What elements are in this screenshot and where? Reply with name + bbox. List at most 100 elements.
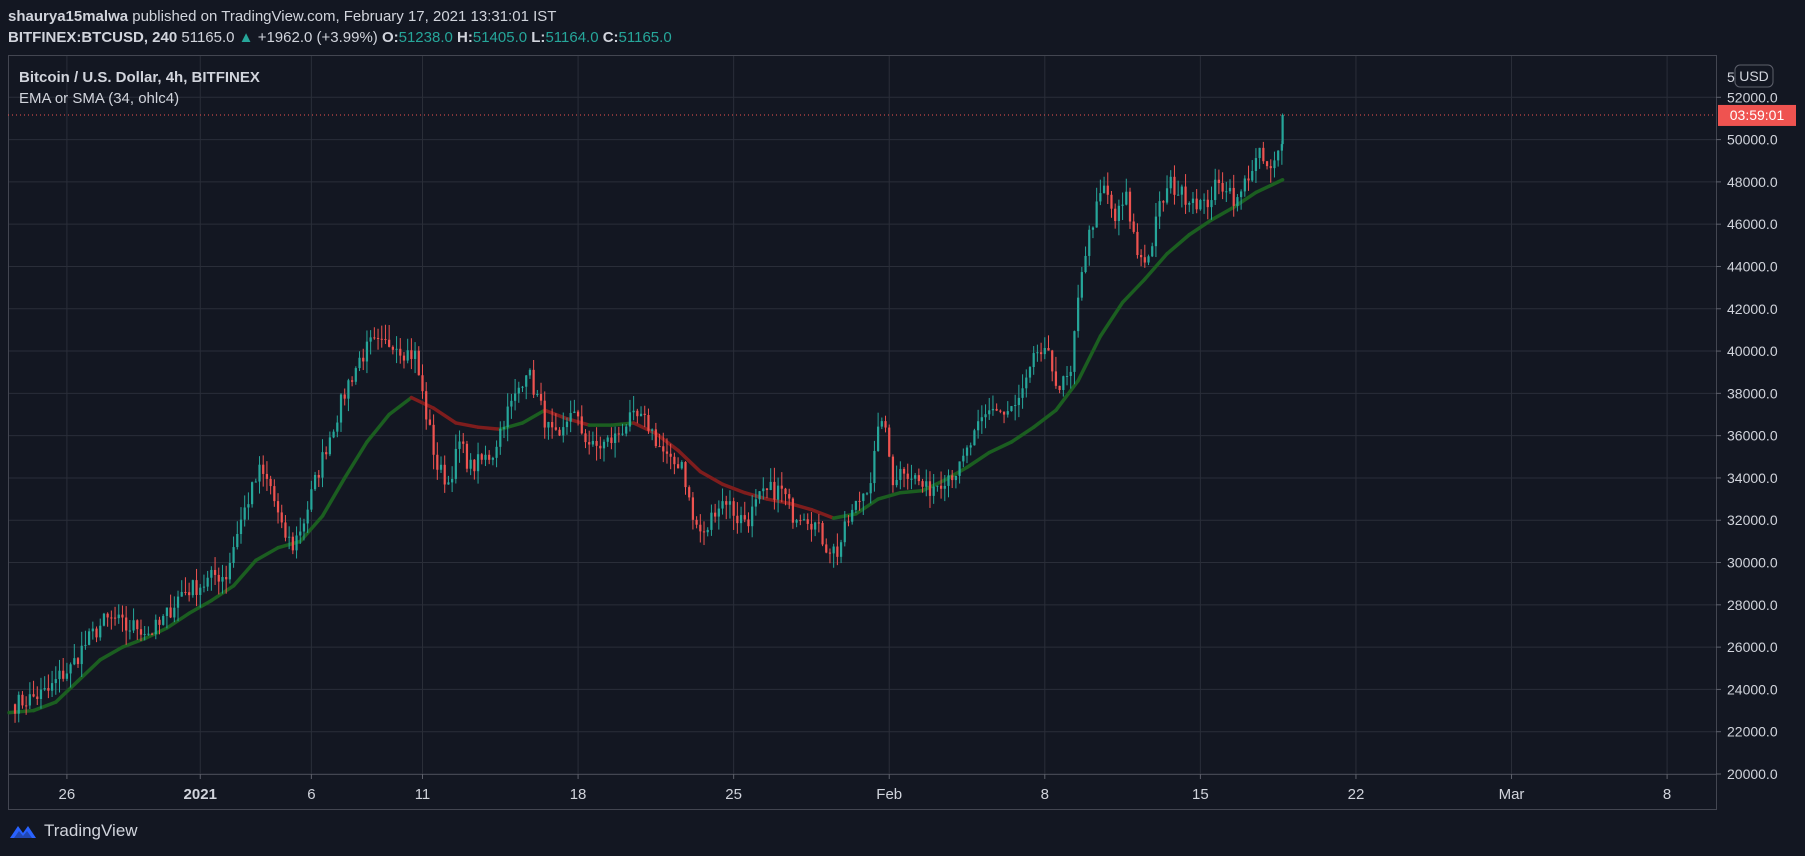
- candle-body: [528, 369, 532, 376]
- ma-segment: [476, 425, 503, 432]
- time-axis[interactable]: 26 2021 6 11 18 25 Feb 8 15 22 Mar 8: [59, 774, 1672, 803]
- currency-button[interactable]: USD: [1734, 64, 1774, 88]
- candle-body: [754, 499, 757, 507]
- candle-body: [828, 552, 832, 554]
- y-tick-label: 52000.0: [1727, 89, 1778, 105]
- candle-body: [1036, 352, 1039, 354]
- candle-body: [1014, 405, 1017, 407]
- candle-body: [714, 512, 717, 517]
- candle-body: [195, 580, 198, 595]
- candle-body: [565, 421, 569, 428]
- candle-body: [917, 475, 920, 482]
- candle-body: [947, 475, 950, 486]
- candle-body: [669, 453, 672, 457]
- candle-body: [525, 375, 528, 387]
- y-tick-label: 44000.0: [1727, 258, 1778, 274]
- candle-body: [1136, 231, 1139, 256]
- candle-body: [50, 683, 54, 691]
- brand-name[interactable]: TradingView: [44, 821, 138, 840]
- candle-body: [802, 519, 806, 521]
- y-tick-label: 48000.0: [1727, 174, 1778, 190]
- y-tick-label: 42000.0: [1727, 301, 1778, 317]
- ma-segment: [987, 440, 1014, 455]
- symbol-info-bar: BITFINEX:BTCUSD, 240 51165.0 ▲ +1962.0 (…: [8, 29, 672, 46]
- candle-body: [1162, 201, 1165, 203]
- candle-body: [139, 629, 143, 635]
- ma-segment: [320, 476, 347, 518]
- candle-body: [443, 464, 446, 485]
- candle-body: [88, 631, 91, 645]
- candle-body: [869, 483, 872, 494]
- candle-body: [1243, 178, 1246, 192]
- tradingview-logo-icon[interactable]: [8, 820, 38, 842]
- candle-body: [325, 452, 328, 455]
- candle-body: [143, 634, 146, 636]
- x-tick-label: 2021: [184, 786, 217, 803]
- candle-body: [510, 400, 513, 407]
- candle-body: [643, 413, 646, 415]
- candle-body: [580, 416, 583, 434]
- candle-body: [117, 614, 120, 619]
- candle-body: [825, 544, 828, 553]
- candle-body: [1202, 199, 1206, 201]
- candle-body: [1125, 191, 1128, 205]
- candle-body: [1254, 158, 1258, 171]
- candle-body: [1169, 176, 1172, 189]
- candle-body: [291, 536, 294, 551]
- candle-body: [106, 613, 109, 618]
- x-tick-label: 11: [415, 786, 431, 803]
- candle-body: [473, 459, 476, 472]
- candle-body: [1273, 160, 1276, 169]
- candle-body: [310, 489, 313, 510]
- candle-body: [73, 658, 76, 665]
- candle-body: [906, 473, 909, 479]
- candle-body: [32, 694, 35, 697]
- candle-body: [62, 670, 65, 679]
- candle-body: [954, 475, 958, 481]
- candle-body: [799, 520, 802, 522]
- candle-body: [202, 586, 206, 588]
- candle-body: [162, 615, 165, 625]
- candle-body: [1028, 367, 1032, 378]
- y-tick-label: 50000.0: [1727, 132, 1778, 148]
- currency-label: USD: [1739, 68, 1769, 84]
- candle-body: [247, 504, 250, 508]
- candle-body: [1043, 347, 1046, 355]
- candle-body: [847, 521, 850, 523]
- candle-body: [647, 414, 650, 431]
- candle-body: [858, 500, 861, 502]
- candle-body: [421, 375, 424, 392]
- open-value: 51238.0: [398, 29, 453, 46]
- candle-body: [1214, 179, 1217, 201]
- candle-body: [17, 694, 20, 714]
- candle-body: [984, 414, 987, 418]
- candle-body: [262, 464, 265, 474]
- candle-body: [36, 696, 39, 700]
- candle-body: [1106, 185, 1109, 195]
- candle-body: [454, 448, 457, 479]
- candle-body: [1154, 216, 1158, 247]
- candle-body: [299, 531, 302, 536]
- candle-body: [1077, 297, 1080, 332]
- candle-body: [554, 427, 557, 430]
- candle-body: [632, 410, 635, 413]
- high-label: H:: [457, 29, 473, 46]
- candle-body: [1002, 411, 1006, 415]
- candle-body: [1062, 376, 1065, 391]
- candle-body: [102, 613, 106, 626]
- candle-body: [136, 620, 139, 630]
- candle-body: [539, 394, 543, 401]
- author-name[interactable]: shaurya15malwa: [8, 8, 129, 25]
- ma-segment: [454, 421, 480, 429]
- candle-body: [76, 658, 80, 665]
- last-price: 51165.0: [181, 29, 235, 46]
- candle-body: [339, 394, 343, 423]
- candle-body: [328, 437, 332, 455]
- candle-body: [995, 408, 998, 411]
- candle-body: [965, 447, 969, 456]
- ma-segment: [1098, 300, 1125, 339]
- candle-body: [684, 462, 687, 488]
- price-axis[interactable]: 20000.0 22000.0 24000.0 26000.0 28000.0 30000…: [1716, 89, 1778, 782]
- candle-body: [962, 455, 965, 462]
